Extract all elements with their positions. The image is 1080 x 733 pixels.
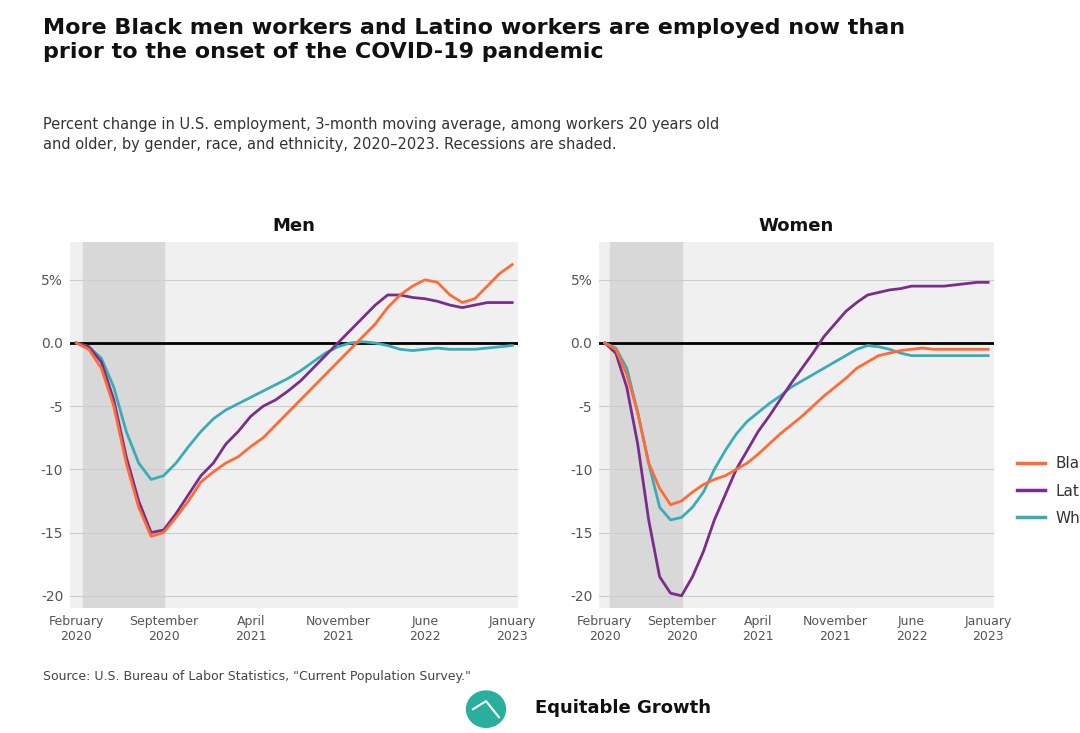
Title: Men: Men: [273, 217, 315, 235]
Bar: [83, 242, 163, 608]
Text: Equitable Growth: Equitable Growth: [535, 699, 711, 717]
Text: Percent change in U.S. employment, 3-month moving average, among workers 20 year: Percent change in U.S. employment, 3-mon…: [43, 117, 719, 152]
Circle shape: [467, 691, 505, 727]
Title: Women: Women: [759, 217, 834, 235]
Text: More Black men workers and Latino workers are employed now than
prior to the ons: More Black men workers and Latino worker…: [43, 18, 905, 62]
Text: Source: U.S. Bureau of Labor Statistics, "Current Population Survey.": Source: U.S. Bureau of Labor Statistics,…: [43, 670, 471, 683]
Bar: [610, 242, 681, 608]
Legend: Black, Latino, White: Black, Latino, White: [1017, 457, 1080, 526]
